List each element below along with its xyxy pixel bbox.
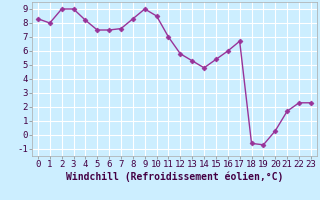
X-axis label: Windchill (Refroidissement éolien,°C): Windchill (Refroidissement éolien,°C) bbox=[66, 172, 283, 182]
